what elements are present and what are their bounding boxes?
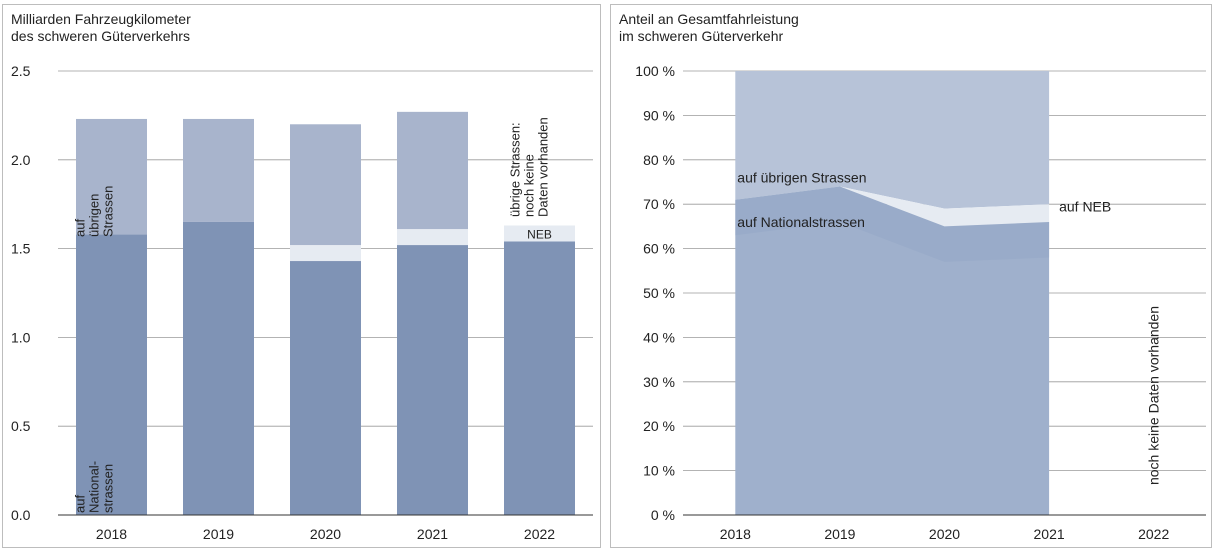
left-chart-title: Milliarden Fahrzeugkilometer des schweren… (11, 11, 191, 45)
label-uebrige-strassen-2018: auf (73, 219, 88, 237)
area-boundary-band (735, 186, 1050, 262)
label-nationalstrassen: auf Nationalstrassen (737, 214, 865, 230)
x-tick-label: 2021 (417, 526, 448, 542)
y-tick-label: 2.0 (11, 152, 31, 168)
bar-segment-2019-2 (183, 118, 254, 222)
label-uebrige-strassen-2018: Strassen (101, 186, 116, 237)
y-tick-label: 40 % (643, 329, 675, 345)
y-tick-label: 60 % (643, 241, 675, 257)
bar-segment-2018-2 (76, 118, 147, 235)
x-tick-label: 2018 (96, 526, 127, 542)
y-tick-label: 0.0 (11, 507, 31, 523)
y-tick-label: 90 % (643, 107, 675, 123)
bar-segment-2020-0 (290, 261, 361, 515)
y-tick-label: 0.5 (11, 418, 31, 434)
x-tick-label: 2021 (1034, 526, 1065, 542)
label-keine-daten-2022: Daten vorhanden (536, 117, 551, 217)
y-tick-label: 70 % (643, 196, 675, 212)
y-tick-label: 80 % (643, 152, 675, 168)
area-nationalstrassen (735, 186, 1050, 515)
y-tick-label: 1.5 (11, 241, 31, 257)
y-tick-label: 30 % (643, 374, 675, 390)
bar-segment-2019-0 (183, 221, 254, 515)
area-neb (735, 186, 1050, 227)
bar-segment-2021-2 (397, 111, 468, 230)
bar-segment-2022-0 (504, 241, 575, 515)
right-chart-title: Anteil an Gesamtfahrleistung im schweren … (619, 11, 799, 45)
y-tick-label: 2.5 (11, 63, 31, 79)
label-uebrige-strassen-2018: übrigen (87, 194, 102, 237)
label-keine-daten-2022: noch keine (522, 154, 537, 217)
label-nationalstrassen-2018: National- (87, 461, 102, 513)
y-tick-label: 10 % (643, 463, 675, 479)
y-tick-label: 20 % (643, 418, 675, 434)
bar-segment-2020-1 (290, 245, 361, 262)
x-tick-label: 2019 (824, 526, 855, 542)
area-uebrige-strassen (735, 71, 1050, 209)
x-tick-label: 2020 (929, 526, 960, 542)
x-tick-label: 2018 (720, 526, 751, 542)
bar-segment-2020-2 (290, 124, 361, 246)
area-chart-svg: 0 % 10 % 20 % 30 % 40 % 50 % 60 % 70 % 80 % 90 % 1… (635, 63, 1206, 542)
label-keine-daten: noch keine Daten vorhanden (1146, 306, 1162, 485)
y-tick-label: 50 % (643, 285, 675, 301)
x-tick-label: 2020 (310, 526, 341, 542)
bar-segment-2018-0 (76, 234, 147, 515)
label-nationalstrassen-2018: strassen (101, 464, 116, 513)
label-keine-daten-2022: übrige Strassen: (508, 122, 523, 217)
left-title-line2: des schweren Güterverkehrs (11, 28, 190, 44)
y-tick-label: 1.0 (11, 329, 31, 345)
right-chart-panel: Anteil an Gesamtfahrleistung im schweren … (610, 4, 1212, 548)
left-chart-panel: Milliarden Fahrzeugkilometer des schweren… (2, 4, 601, 548)
label-nationalstrassen-2018: auf (73, 495, 88, 513)
label-neb: auf NEB (1059, 198, 1111, 214)
label-neb-2022: NEB (527, 228, 552, 242)
y-tick-label: 100 % (635, 63, 675, 79)
x-tick-label: 2022 (1138, 526, 1169, 542)
x-tick-label: 2022 (524, 526, 555, 542)
right-title-line2: im schweren Güterverkehr (619, 28, 784, 44)
bar-segment-2021-0 (397, 245, 468, 515)
bar-chart-svg: 0.0 0.5 1.0 1.5 2.0 2.5 2018 2019 2020 2021 2022 au… (11, 63, 593, 542)
bar-segment-2021-1 (397, 229, 468, 246)
bar-segment-2022-1 (504, 225, 575, 242)
label-uebrige-strassen: auf übrigen Strassen (737, 170, 866, 186)
left-title-line1: Milliarden Fahrzeugkilometer (11, 11, 191, 27)
right-title-line1: Anteil an Gesamtfahrleistung (619, 11, 799, 27)
y-tick-label: 0 % (651, 507, 675, 523)
x-tick-label: 2019 (203, 526, 234, 542)
